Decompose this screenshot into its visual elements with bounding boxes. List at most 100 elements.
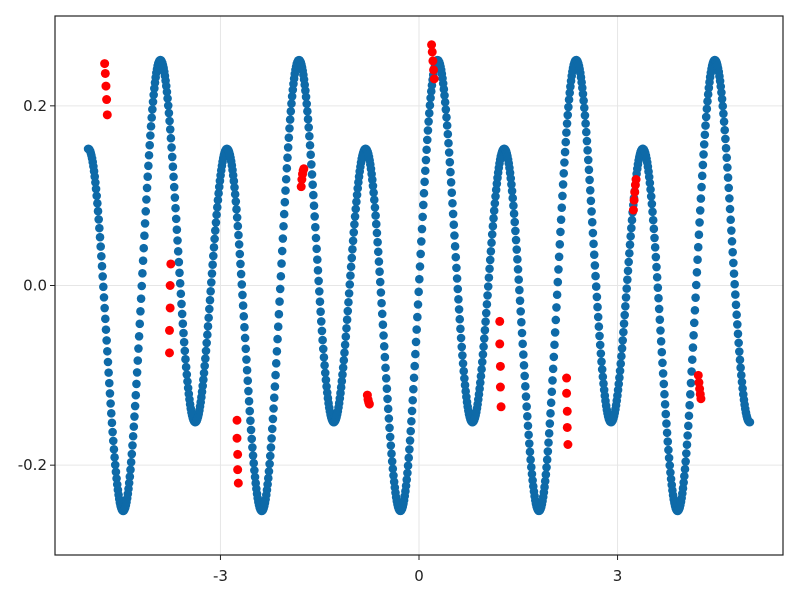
data-point xyxy=(684,421,693,431)
data-point xyxy=(347,253,357,263)
data-point xyxy=(203,322,213,331)
highlighted-point xyxy=(562,406,572,416)
data-point xyxy=(101,325,111,334)
data-point xyxy=(544,438,553,447)
data-point xyxy=(656,326,665,335)
data-point xyxy=(316,307,325,316)
data-point xyxy=(380,352,390,362)
data-point xyxy=(378,320,388,329)
data-point xyxy=(415,274,424,284)
data-point xyxy=(147,113,156,122)
data-point xyxy=(287,99,296,108)
data-point xyxy=(135,319,145,329)
data-point xyxy=(555,239,565,249)
data-point xyxy=(140,231,149,241)
data-point xyxy=(686,378,696,388)
data-point xyxy=(171,214,181,224)
data-point xyxy=(483,282,493,291)
data-point xyxy=(272,347,282,356)
data-point xyxy=(552,303,561,312)
data-point xyxy=(369,188,378,197)
data-point xyxy=(440,97,450,107)
data-point xyxy=(645,178,655,188)
highlighted-point xyxy=(429,65,439,75)
data-point xyxy=(514,275,523,284)
data-point xyxy=(106,409,116,418)
data-point xyxy=(424,108,434,118)
data-point xyxy=(107,418,117,428)
data-point xyxy=(650,243,660,252)
data-point xyxy=(108,436,118,446)
data-point xyxy=(562,128,571,137)
data-point xyxy=(346,262,356,272)
grid xyxy=(55,16,783,555)
data-point xyxy=(177,299,186,309)
data-point xyxy=(265,451,275,461)
data-point xyxy=(733,329,743,339)
highlighted-point xyxy=(233,465,243,475)
data-point xyxy=(102,336,111,345)
data-point xyxy=(615,373,624,382)
data-point xyxy=(521,392,531,401)
highlighted-point xyxy=(495,382,505,392)
data-point xyxy=(340,340,350,350)
data-point xyxy=(703,90,713,99)
data-point xyxy=(699,140,709,149)
data-point xyxy=(417,237,426,246)
data-point xyxy=(238,301,248,310)
data-point xyxy=(132,379,141,389)
data-point xyxy=(422,135,432,145)
highlighted-point xyxy=(166,259,176,269)
data-point xyxy=(439,84,449,94)
data-point xyxy=(383,394,392,404)
data-point xyxy=(343,306,353,316)
data-point xyxy=(243,376,253,386)
data-point xyxy=(234,230,243,240)
data-point xyxy=(661,409,671,419)
data-point xyxy=(199,375,208,384)
data-point xyxy=(727,237,737,246)
data-point xyxy=(413,312,422,322)
data-point xyxy=(238,290,247,300)
data-point xyxy=(444,148,454,157)
data-point xyxy=(379,342,389,351)
data-point xyxy=(511,226,520,236)
data-point xyxy=(128,431,138,441)
data-point xyxy=(476,371,486,381)
data-point xyxy=(385,432,395,442)
data-point xyxy=(446,178,456,187)
data-point xyxy=(489,206,499,215)
data-point xyxy=(627,215,637,225)
highlighted-point xyxy=(495,339,505,349)
data-point xyxy=(616,359,626,369)
data-point xyxy=(315,297,325,306)
data-point xyxy=(346,271,355,280)
data-point xyxy=(584,165,594,175)
data-point xyxy=(460,374,469,383)
data-point xyxy=(526,462,536,472)
data-point xyxy=(482,299,492,309)
highlighted-point xyxy=(102,110,112,120)
data-point xyxy=(558,191,567,201)
data-point xyxy=(479,342,488,351)
data-point xyxy=(266,443,276,452)
data-point xyxy=(311,222,320,232)
data-point xyxy=(617,351,626,361)
data-point xyxy=(516,307,525,316)
data-point xyxy=(699,150,708,159)
data-point xyxy=(387,457,397,466)
data-point xyxy=(271,370,280,380)
data-point xyxy=(734,338,743,348)
highlighted-points xyxy=(100,40,706,488)
data-point xyxy=(381,363,390,373)
data-point xyxy=(236,269,246,279)
data-point xyxy=(146,122,156,131)
data-point xyxy=(662,419,671,428)
data-point xyxy=(317,326,327,336)
data-point xyxy=(580,111,590,120)
data-point xyxy=(507,186,517,196)
data-point xyxy=(375,267,384,277)
y-tick-label: -0.2 xyxy=(18,456,47,474)
data-point xyxy=(368,181,378,191)
